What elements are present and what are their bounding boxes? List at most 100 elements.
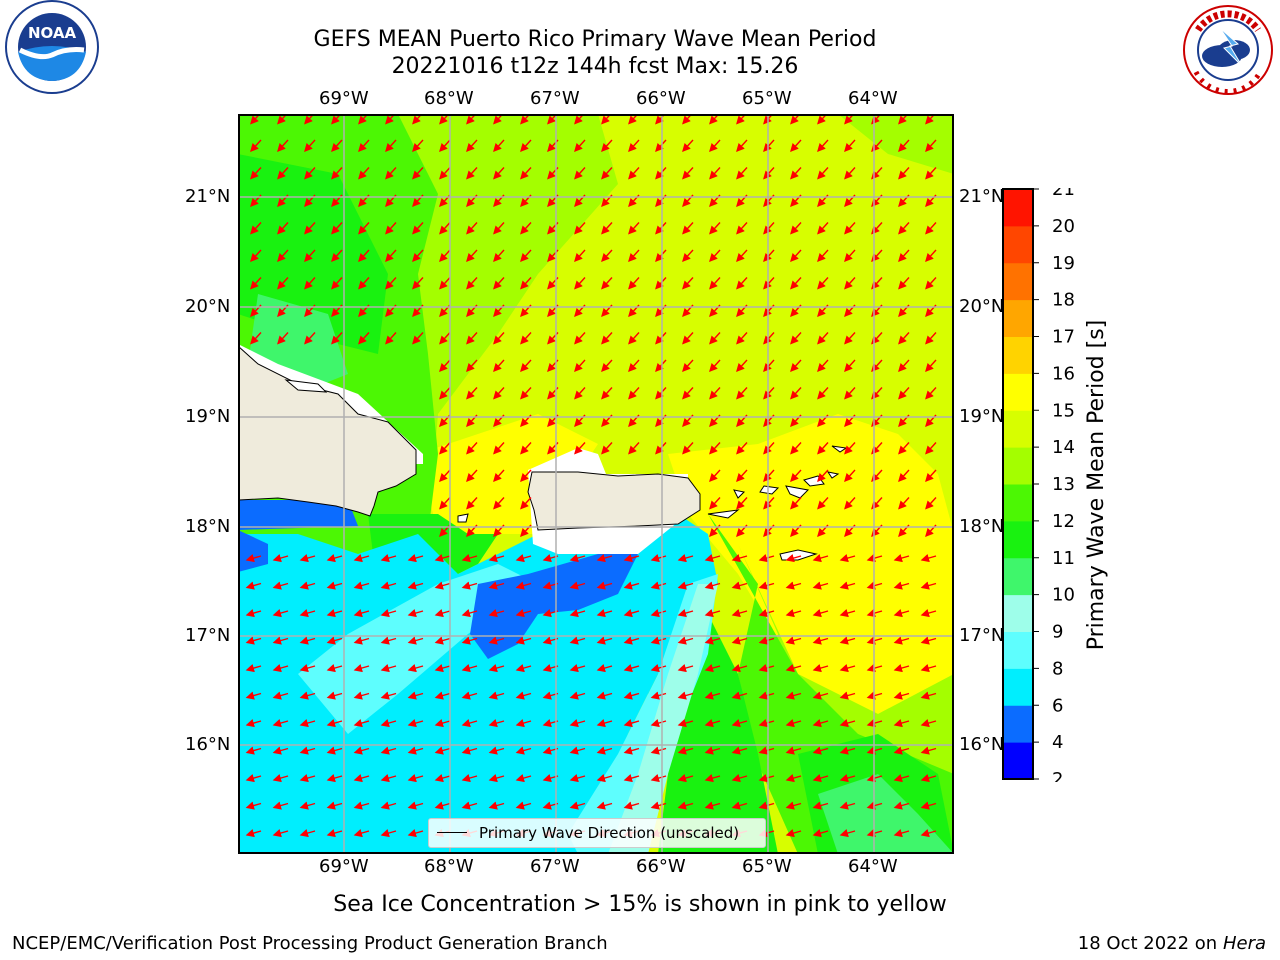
wave-direction-arrow	[736, 497, 748, 510]
wave-direction-arrow	[650, 774, 667, 783]
wave-direction-arrow	[407, 581, 424, 590]
wave-direction-arrow	[385, 115, 395, 125]
wave-direction-arrow	[623, 581, 640, 590]
wave-direction-arrow	[304, 249, 316, 263]
lat-tick-right: 18°N	[959, 516, 1005, 537]
wave-direction-arrow	[817, 387, 829, 400]
wave-direction-arrow	[493, 139, 505, 153]
wave-direction-arrow	[304, 167, 316, 180]
colorbar-tick-label: 18	[1052, 290, 1075, 311]
wave-direction-arrow	[790, 497, 802, 510]
wave-direction-arrow	[353, 554, 370, 563]
wave-direction-arrow	[461, 581, 478, 590]
wave-direction-arrow	[326, 581, 343, 590]
wave-direction-arrow	[925, 139, 937, 153]
wave-direction-arrow	[628, 442, 640, 455]
wave-direction-arrow	[844, 249, 856, 263]
wave-direction-arrow	[682, 139, 694, 153]
wave-direction-arrow	[628, 249, 640, 263]
wave-direction-arrow	[655, 167, 667, 180]
wave-direction-arrow	[493, 332, 505, 345]
wave-direction-arrow	[407, 829, 424, 838]
colorbar: 2 4 6 8 9 10 11 12 13 14 15 16 17 18 19 20 21	[1002, 188, 1075, 782]
wave-direction-arrow	[790, 469, 802, 483]
wave-direction-arrow	[380, 774, 397, 783]
wave-direction-arrow	[466, 497, 478, 510]
wave-direction-arrow	[299, 801, 316, 810]
wave-direction-arrow	[515, 554, 532, 563]
wave-direction-arrow	[682, 387, 694, 400]
wave-direction-arrow	[385, 222, 397, 235]
wave-direction-arrow	[763, 332, 775, 345]
wave-direction-arrow	[466, 277, 478, 290]
wave-direction-arrow	[736, 469, 748, 483]
wave-direction-arrow	[574, 359, 586, 373]
wave-direction-arrow	[358, 139, 370, 153]
wave-direction-arrow	[839, 774, 856, 783]
wave-direction-arrow	[601, 249, 613, 263]
wave-direction-arrow	[466, 387, 478, 400]
wave-direction-arrow	[569, 746, 586, 755]
colorbar-tick-label: 12	[1052, 511, 1075, 532]
wave-direction-arrow	[844, 497, 856, 510]
wave-direction-arrow	[596, 609, 613, 618]
wave-direction-arrow	[763, 167, 775, 180]
wave-direction-arrow	[655, 277, 667, 290]
wave-direction-arrow	[515, 774, 532, 783]
wave-direction-arrow	[650, 581, 667, 590]
wave-direction-arrow	[385, 167, 397, 180]
wave-direction-arrow	[272, 719, 289, 728]
wave-direction-arrow	[785, 719, 802, 728]
footer-host: Hera	[1222, 933, 1266, 954]
wave-direction-arrow	[245, 746, 262, 755]
chart-subtitle: 20221016 t12z 144h fcst Max: 15.26	[391, 54, 799, 79]
wave-direction-arrow	[569, 801, 586, 810]
wave-direction-arrow	[925, 115, 935, 125]
wave-direction-arrow	[299, 664, 316, 673]
wave-direction-arrow	[790, 332, 802, 345]
wave-direction-arrow	[839, 554, 856, 563]
wave-direction-arrow	[650, 554, 667, 563]
wave-direction-arrow	[353, 774, 370, 783]
wave-direction-arrow	[758, 581, 775, 590]
wave-direction-arrow	[898, 332, 910, 345]
colorbar-tick-label: 6	[1052, 695, 1063, 716]
wave-direction-arrow	[331, 222, 343, 235]
wave-direction-arrow	[331, 249, 343, 263]
wave-direction-arrow	[385, 139, 397, 153]
wave-direction-arrow	[866, 581, 883, 590]
wave-direction-arrow	[763, 249, 775, 263]
colorbar-tick-label: 14	[1052, 437, 1075, 458]
colorbar-segment	[1003, 299, 1033, 337]
wave-direction-arrow	[299, 691, 316, 700]
wave-direction-arrow	[326, 829, 343, 838]
wave-direction-arrow	[569, 691, 586, 700]
wave-direction-arrow	[709, 139, 721, 153]
wave-direction-arrow	[893, 774, 910, 783]
wave-direction-arrow	[812, 691, 829, 700]
wave-direction-arrow	[488, 581, 505, 590]
footer-producer: NCEP/EMC/Verification Post Processing Pr…	[12, 933, 608, 954]
wave-direction-arrow	[601, 222, 613, 235]
lon-tick-bottom: 64°W	[848, 856, 898, 877]
wave-direction-arrow	[439, 497, 451, 510]
wave-direction-arrow	[623, 801, 640, 810]
wave-direction-arrow	[763, 442, 775, 455]
period-band-6	[239, 500, 358, 530]
wave-direction-arrow	[817, 222, 829, 235]
wave-direction-arrow	[893, 801, 910, 810]
lon-tick-top: 69°W	[319, 88, 369, 109]
colorbar-segment	[1003, 225, 1033, 264]
wave-direction-arrow	[704, 719, 721, 728]
wave-direction-arrow	[245, 554, 262, 563]
wave-direction-arrow	[920, 719, 937, 728]
lon-tick-top: 67°W	[530, 88, 580, 109]
wave-direction-arrow	[817, 277, 829, 290]
wave-direction-arrow	[569, 554, 586, 563]
wave-direction-arrow	[650, 636, 667, 645]
wave-direction-arrow	[569, 581, 586, 590]
wave-direction-arrow	[596, 774, 613, 783]
wave-direction-arrow	[682, 442, 694, 455]
wave-direction-arrow	[790, 167, 802, 180]
wave-direction-arrow	[898, 469, 910, 483]
